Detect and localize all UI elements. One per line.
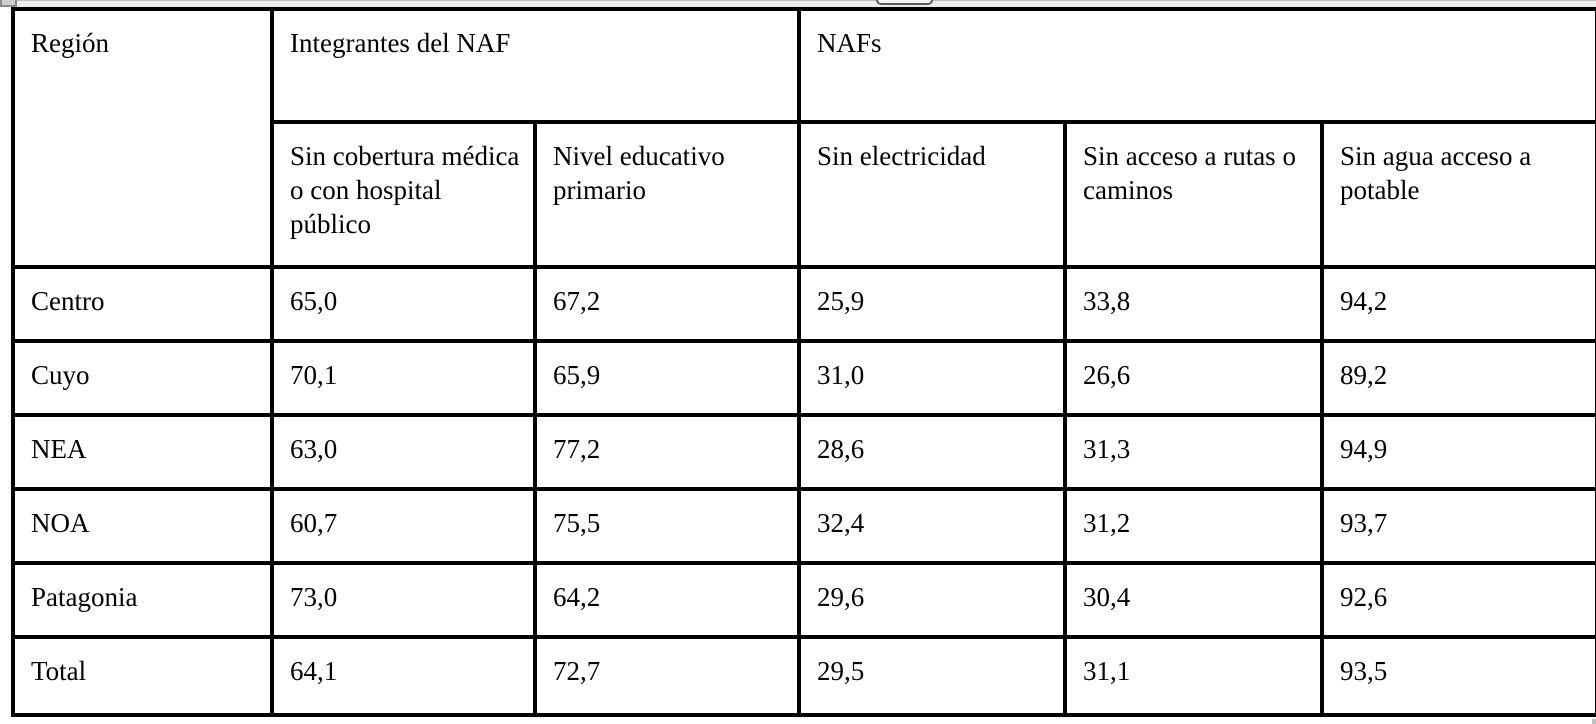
header-row-groups: Región Integrantes del NAF NAFs <box>11 7 1596 269</box>
cell-value: 72,7 <box>532 635 802 717</box>
cell-value: 93,5 <box>1320 635 1596 717</box>
cell-value: 70,1 <box>270 339 537 417</box>
cell-value: 64,2 <box>532 561 802 639</box>
cell-value: 89,2 <box>1320 339 1596 417</box>
cell-value: 32,4 <box>797 487 1068 565</box>
cell-value: 93,7 <box>1320 487 1596 565</box>
row-label: Cuyo <box>11 339 274 417</box>
top-chrome-strip <box>0 0 1596 7</box>
cell-value: 29,5 <box>797 635 1068 717</box>
header-cell-sin-cobertura: Sin cobertura médica o con hospital públ… <box>270 120 537 269</box>
table-row-centro: Centro 65,0 67,2 25,9 33,8 94,2 <box>11 265 1596 343</box>
partial-button-fragment[interactable] <box>876 0 933 5</box>
header-cell-region: Región <box>11 7 274 269</box>
table-row-total: Total 64,1 72,7 29,5 31,1 93,5 <box>11 635 1596 717</box>
cell-value: 92,6 <box>1320 561 1596 639</box>
cell-value: 28,6 <box>797 413 1068 491</box>
cell-value: 94,2 <box>1320 265 1596 343</box>
header-group-integrantes-del-naf: Integrantes del NAF <box>269 7 802 124</box>
cell-value: 73,0 <box>270 561 537 639</box>
header-cell-nivel-educativo: Nivel educativo primario <box>532 120 802 269</box>
row-label: NOA <box>11 487 274 565</box>
cell-value: 31,0 <box>797 339 1068 417</box>
cell-value: 31,2 <box>1063 487 1325 565</box>
header-cell-sin-electricidad: Sin electricidad <box>797 120 1068 269</box>
cell-value: 30,4 <box>1063 561 1325 639</box>
cell-value: 29,6 <box>797 561 1068 639</box>
table-row-patagonia: Patagonia 73,0 64,2 29,6 30,4 92,6 <box>11 561 1596 639</box>
cell-value: 63,0 <box>270 413 537 491</box>
header-row-columns: Sin cobertura médica o con hospital públ… <box>13 120 1596 269</box>
table-row-nea: NEA 63,0 77,2 28,6 31,3 94,9 <box>11 413 1596 491</box>
cell-value: 75,5 <box>532 487 802 565</box>
cell-value: 33,8 <box>1063 265 1325 343</box>
header-group-nafs: NAFs <box>797 7 1596 124</box>
cell-value: 64,1 <box>270 635 537 717</box>
cell-value: 65,0 <box>270 265 537 343</box>
cell-value: 25,9 <box>797 265 1068 343</box>
cell-value: 60,7 <box>270 487 537 565</box>
row-label: Centro <box>11 265 274 343</box>
row-label: Patagonia <box>11 561 274 639</box>
cell-value: 26,6 <box>1063 339 1325 417</box>
cell-value: 31,1 <box>1063 635 1325 717</box>
row-label: NEA <box>11 413 274 491</box>
cell-value: 67,2 <box>532 265 802 343</box>
table-row-cuyo: Cuyo 70,1 65,9 31,0 26,6 89,2 <box>11 339 1596 417</box>
cell-value: 94,9 <box>1320 413 1596 491</box>
header-cell-sin-acceso-rutas: Sin acceso a rutas o caminos <box>1063 120 1325 269</box>
table-row-noa: NOA 60,7 75,5 32,4 31,2 93,7 <box>11 487 1596 565</box>
cell-value: 31,3 <box>1063 413 1325 491</box>
cell-value: 65,9 <box>532 339 802 417</box>
table-handle-fragment[interactable] <box>0 0 17 7</box>
row-label: Total <box>11 635 274 717</box>
naf-statistics-table: Región Integrantes del NAF NAFs Sin cobe… <box>11 7 1596 717</box>
header-cell-sin-agua-potable: Sin agua acceso a potable <box>1320 120 1596 269</box>
resize-handle-fragment <box>1592 719 1596 724</box>
cell-value: 77,2 <box>532 413 802 491</box>
